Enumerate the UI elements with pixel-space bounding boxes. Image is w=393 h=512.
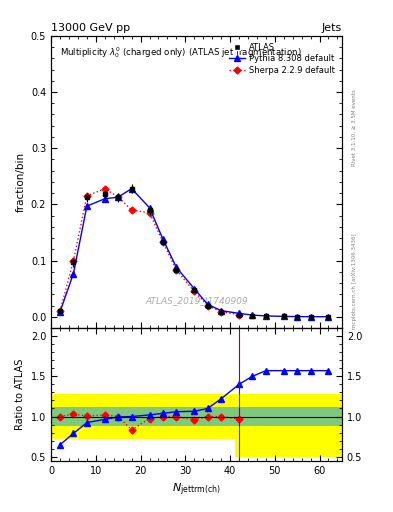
Text: Rivet 3.1.10, ≥ 3.5M events: Rivet 3.1.10, ≥ 3.5M events bbox=[352, 90, 357, 166]
X-axis label: $N_{\mathregular{jettrm(ch)}}$: $N_{\mathregular{jettrm(ch)}}$ bbox=[172, 481, 221, 498]
Legend: ATLAS, Pythia 8.308 default, Sherpa 2.2.9 default: ATLAS, Pythia 8.308 default, Sherpa 2.2.… bbox=[226, 40, 338, 77]
Y-axis label: Ratio to ATLAS: Ratio to ATLAS bbox=[15, 359, 25, 430]
Text: 13000 GeV pp: 13000 GeV pp bbox=[51, 23, 130, 33]
Text: Multiplicity $\lambda_0^0$ (charged only) (ATLAS jet fragmentation): Multiplicity $\lambda_0^0$ (charged only… bbox=[60, 45, 301, 59]
Text: Jets: Jets bbox=[321, 23, 342, 33]
Text: ATLAS_2019_I1740909: ATLAS_2019_I1740909 bbox=[145, 295, 248, 305]
Text: mcplots.cern.ch [arXiv:1306.3436]: mcplots.cern.ch [arXiv:1306.3436] bbox=[352, 234, 357, 329]
Y-axis label: fraction/bin: fraction/bin bbox=[15, 152, 25, 212]
